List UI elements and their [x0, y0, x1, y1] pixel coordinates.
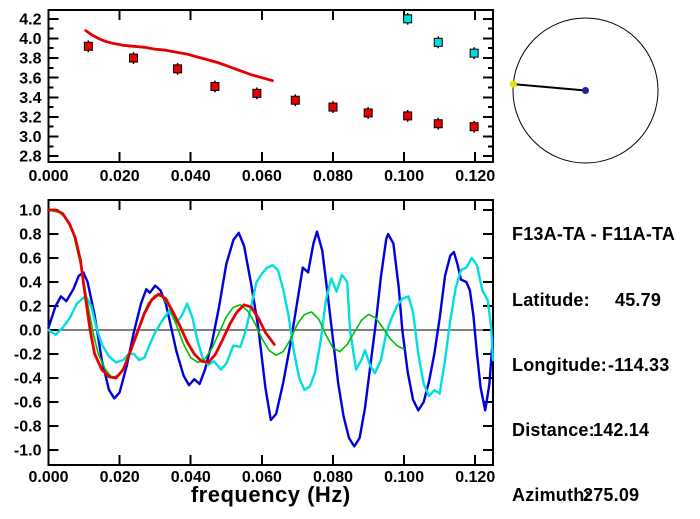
x-tick-label: 0.080 — [313, 469, 353, 486]
distance-value: 142.14 — [593, 419, 650, 440]
station-info-panel: F13A-TA - F11A-TA Latitude: 45.79 Longit… — [512, 181, 700, 519]
y-tick-label: 2.8 — [19, 149, 41, 166]
station-pair-title: F13A-TA - F11A-TA — [512, 224, 676, 245]
marker-group-velocity-picks — [328, 102, 338, 112]
series-cyan-trace — [47, 256, 495, 398]
azimuth-pointer — [513, 83, 586, 92]
y-tick-label: 3.4 — [19, 90, 41, 107]
longitude-value: -114.33 — [608, 354, 670, 375]
y-tick-label: 0.6 — [19, 251, 41, 268]
marker-rejected-picks — [469, 48, 479, 58]
y-tick-label: 3.8 — [19, 51, 41, 68]
y-tick-label: 0.8 — [19, 227, 41, 244]
x-tick-label: 0.040 — [171, 168, 211, 185]
marker-group-velocity-picks — [433, 119, 443, 129]
dispersion-chart[interactable]: 0.000 0.020 0.040 0.060 0.080 0.100 0.120 2.8 3.… — [19, 9, 495, 185]
x-tick-label: 0.020 — [100, 168, 140, 185]
x-tick-label: 0.020 — [100, 469, 140, 486]
series-blue-trace — [47, 230, 495, 448]
y-tick-label: 0.0 — [19, 323, 41, 340]
longitude-label: Longitude: — [512, 354, 607, 375]
plot-frame — [47, 199, 494, 466]
marker-group-velocity-picks — [252, 88, 262, 98]
correlation-chart[interactable]: 0.000 0.020 0.040 0.060 0.080 0.100 0.120 -1.0 -… — [14, 199, 495, 507]
y-tick-label: 3.0 — [19, 129, 41, 146]
info-row-longitude: Longitude: -114.33 — [512, 355, 700, 377]
series-green-trace — [47, 209, 405, 379]
y-tick-label: 3.6 — [19, 70, 41, 87]
marker-group-velocity-picks — [128, 53, 138, 63]
latitude-value: 45.79 — [615, 289, 662, 310]
x-tick-label: 0.080 — [313, 168, 353, 185]
series-reference-dispersion-curve — [84, 29, 274, 82]
x-axis-title: frequency (Hz) — [191, 482, 351, 507]
y-tick-label: 0.4 — [19, 275, 41, 292]
x-tick-label: 0.060 — [242, 469, 282, 486]
y-tick-label: 4.2 — [19, 11, 41, 28]
info-row-latitude: Latitude: 45.79 — [512, 290, 700, 312]
marker-rejected-picks — [403, 14, 413, 24]
x-tick-label: 0.000 — [28, 469, 68, 486]
marker-group-velocity-picks — [173, 64, 183, 74]
x-tick-label: 0.060 — [242, 168, 282, 185]
marker-group-velocity-picks — [363, 108, 373, 118]
y-tick-label: -1.0 — [14, 443, 42, 460]
azimuth-value: 275.09 — [583, 484, 640, 505]
y-tick-label: -0.4 — [14, 371, 42, 388]
y-tick-label: 3.2 — [19, 109, 41, 126]
marker-group-velocity-picks — [469, 122, 479, 132]
plot-frame — [47, 9, 494, 163]
y-tick-label: -0.2 — [14, 347, 42, 364]
dial-circle — [512, 17, 659, 164]
x-tick-label: 0.100 — [384, 168, 424, 185]
x-tick-label: 0.000 — [28, 168, 68, 185]
y-tick-label: 0.2 — [19, 299, 41, 316]
azimuth-dial — [509, 17, 659, 164]
center-station-dot — [582, 87, 589, 94]
marker-group-velocity-picks — [290, 95, 300, 105]
y-tick-label: -0.6 — [14, 395, 42, 412]
series-red-trace — [47, 208, 276, 380]
x-tick-label: 0.040 — [171, 469, 211, 486]
y-tick-label: 1.0 — [19, 203, 41, 220]
x-tick-label: 0.100 — [384, 469, 424, 486]
marker-group-velocity-picks — [210, 81, 220, 91]
info-row-distance: Distance: 142.14 — [512, 420, 700, 442]
info-row-azimuth: Azimuth: 275.09 — [512, 485, 700, 507]
marker-group-velocity-picks — [83, 41, 93, 51]
y-tick-label: 4.0 — [19, 31, 41, 48]
distance-label: Distance: — [512, 419, 595, 440]
x-tick-label: 0.120 — [455, 469, 495, 486]
x-tick-label: 0.120 — [455, 168, 495, 185]
marker-rejected-picks — [433, 37, 443, 47]
y-tick-label: -0.8 — [14, 419, 42, 436]
latitude-label: Latitude: — [512, 289, 590, 310]
azimuth-label: Azimuth: — [512, 484, 591, 505]
remote-station-dot — [509, 80, 517, 88]
marker-group-velocity-picks — [403, 111, 413, 121]
